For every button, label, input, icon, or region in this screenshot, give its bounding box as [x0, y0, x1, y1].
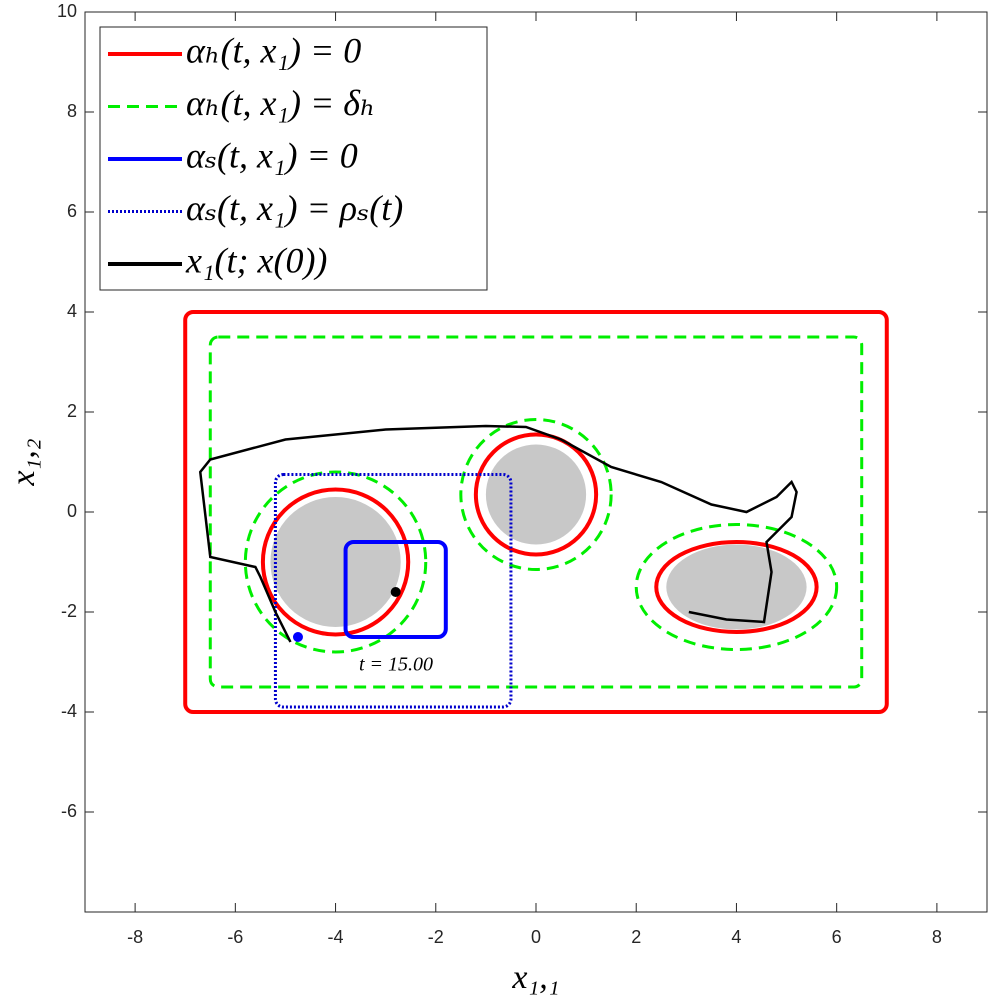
trajectory: [198, 424, 798, 643]
agent-marker: [292, 632, 303, 642]
x-tick-label: -4: [328, 927, 344, 947]
y-tick-label: 2: [67, 401, 77, 421]
boundary: [343, 540, 448, 639]
obstacle: [666, 544, 807, 630]
x-tick-label: -6: [227, 927, 243, 947]
y-tick-label: 0: [67, 501, 77, 521]
legend-label: αₛ(t, x₁) = 0: [186, 135, 358, 175]
y-axis-label: x₁,₂: [5, 438, 42, 486]
ticks: -8 -6 -4 -2 0 2 4 6 8 -6 -4 -2 0 2 4 6 8 10: [57, 1, 987, 947]
x-tick-label: 8: [932, 927, 942, 947]
x-tick-label: -8: [127, 927, 143, 947]
boundary: [654, 540, 819, 634]
legend-label: x₁(t; x(0)): [185, 240, 327, 280]
boundary: [459, 418, 613, 571]
boundary: [473, 432, 599, 557]
x-axis-label: x₁,₁: [511, 959, 559, 996]
y-tick-label: 8: [67, 101, 77, 121]
boundary: [183, 310, 889, 714]
x-tick-label: 0: [531, 927, 541, 947]
boundary: [208, 335, 864, 689]
x-tick-label: 2: [631, 927, 641, 947]
y-tick-label: 10: [57, 1, 77, 21]
plot-content: [183, 310, 889, 714]
boundary: [243, 470, 428, 654]
y-tick-label: -2: [61, 601, 77, 621]
annotation: t = 15.00: [359, 654, 433, 676]
boundary: [634, 523, 839, 651]
obstacle: [485, 444, 587, 545]
y-tick-label: 6: [67, 201, 77, 221]
agent-marker: [390, 587, 401, 597]
obstacle: [270, 497, 401, 627]
y-tick-label: 4: [67, 301, 77, 321]
x-tick-label: 4: [731, 927, 741, 947]
y-tick-label: -6: [61, 801, 77, 821]
legend-label: αₛ(t, x₁) = ρₛ(t): [186, 188, 403, 228]
legend-label: αₕ(t, x₁) = δₕ: [186, 83, 376, 123]
boundary: [260, 487, 411, 637]
x-tick-label: -2: [428, 927, 444, 947]
y-tick-label: -4: [61, 701, 77, 721]
legend: αₕ(t, x₁) = 0 αₕ(t, x₁) = δₕ αₛ(t, x₁) = 0…: [99, 26, 488, 291]
x-tick-label: 6: [832, 927, 842, 947]
boundary: [273, 473, 513, 709]
legend-label: αₕ(t, x₁) = 0: [186, 30, 361, 70]
